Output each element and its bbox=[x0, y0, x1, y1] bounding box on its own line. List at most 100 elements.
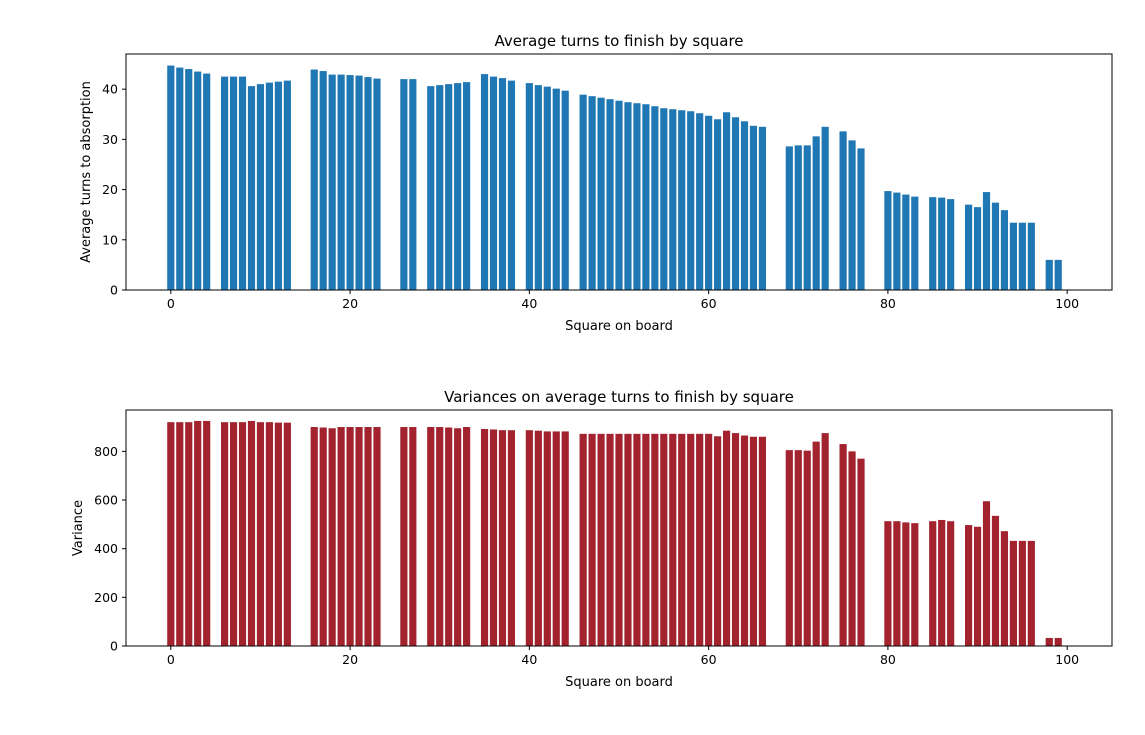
bar-square-93 bbox=[1000, 210, 1009, 290]
bar-square-83 bbox=[911, 523, 919, 646]
bar-square-31 bbox=[445, 84, 453, 290]
bar-square-52 bbox=[633, 103, 641, 291]
bar-square-94 bbox=[1009, 540, 1017, 646]
x-tick-label: 0 bbox=[167, 652, 175, 667]
bar-square-63 bbox=[731, 433, 740, 646]
bar-square-82 bbox=[902, 522, 910, 646]
bar-square-75 bbox=[839, 444, 847, 646]
bar-square-0 bbox=[167, 65, 175, 290]
bar-square-3 bbox=[194, 420, 202, 646]
bar-square-31 bbox=[445, 427, 453, 646]
y-tick-label: 600 bbox=[94, 493, 118, 508]
bar-square-11 bbox=[265, 422, 273, 646]
bar-square-40 bbox=[525, 430, 533, 646]
x-axis-label: Square on board bbox=[565, 319, 673, 334]
bar-square-58 bbox=[687, 433, 695, 646]
chart-title: Average turns to finish by square bbox=[494, 32, 743, 50]
bar-square-41 bbox=[534, 430, 542, 646]
bar-square-12 bbox=[274, 81, 282, 291]
bar-square-23 bbox=[373, 78, 381, 290]
y-tick-label: 30 bbox=[102, 132, 118, 147]
bar-square-6 bbox=[221, 422, 229, 646]
bar-square-52 bbox=[633, 433, 641, 646]
bar-square-91 bbox=[982, 501, 991, 646]
bar-square-44 bbox=[561, 90, 569, 290]
bar-square-43 bbox=[552, 88, 560, 291]
bar-square-82 bbox=[902, 194, 910, 290]
bar-square-96 bbox=[1027, 540, 1035, 646]
bars bbox=[167, 420, 1062, 646]
bar-square-19 bbox=[337, 74, 345, 290]
bar-square-64 bbox=[740, 435, 749, 646]
bar-square-83 bbox=[911, 196, 919, 290]
bar-square-70 bbox=[794, 145, 802, 290]
y-tick-label: 40 bbox=[102, 82, 118, 97]
bar-square-85 bbox=[929, 521, 937, 646]
bar-square-59 bbox=[696, 433, 704, 646]
bar-square-72 bbox=[812, 441, 820, 646]
x-tick-label: 0 bbox=[167, 296, 175, 311]
bar-square-51 bbox=[624, 433, 632, 646]
bar-square-49 bbox=[606, 433, 614, 646]
bar-square-50 bbox=[615, 100, 623, 290]
bar-square-55 bbox=[660, 433, 668, 646]
bar-square-32 bbox=[454, 83, 462, 291]
y-tick-label: 0 bbox=[110, 283, 118, 298]
y-tick-label: 20 bbox=[102, 182, 118, 197]
bar-square-1 bbox=[176, 67, 184, 290]
bar-square-63 bbox=[731, 117, 740, 291]
bar-square-85 bbox=[929, 197, 937, 290]
bar-square-7 bbox=[229, 422, 238, 646]
bar-square-69 bbox=[785, 146, 793, 290]
bar-square-49 bbox=[606, 99, 614, 290]
bar-square-9 bbox=[247, 86, 256, 290]
bar-square-55 bbox=[660, 108, 668, 290]
bar-square-76 bbox=[848, 451, 856, 646]
bar-square-23 bbox=[373, 427, 381, 646]
bar-square-26 bbox=[400, 79, 408, 290]
bar-square-64 bbox=[740, 121, 749, 290]
bar-square-76 bbox=[848, 140, 856, 290]
bar-square-92 bbox=[991, 202, 1000, 290]
bar-square-71 bbox=[803, 145, 811, 290]
bar-square-16 bbox=[310, 427, 318, 646]
bar-square-4 bbox=[203, 420, 211, 646]
bar-square-71 bbox=[803, 450, 811, 646]
bar-square-18 bbox=[328, 74, 336, 290]
bar-square-38 bbox=[507, 430, 516, 646]
bar-square-36 bbox=[489, 76, 498, 290]
bar-square-12 bbox=[274, 422, 282, 646]
bar-square-53 bbox=[642, 433, 650, 646]
bar-square-87 bbox=[947, 199, 955, 290]
bar-square-46 bbox=[579, 94, 587, 290]
bar-square-86 bbox=[938, 197, 946, 290]
bar-square-73 bbox=[821, 126, 829, 290]
bar-square-16 bbox=[310, 69, 318, 290]
y-tick-label: 800 bbox=[94, 444, 118, 459]
bar-square-13 bbox=[283, 80, 291, 290]
bar-square-22 bbox=[364, 427, 372, 646]
bar-square-42 bbox=[543, 86, 551, 290]
bar-square-32 bbox=[454, 428, 462, 646]
bar-square-98 bbox=[1045, 259, 1053, 290]
bar-square-48 bbox=[597, 433, 605, 646]
bar-square-91 bbox=[982, 192, 991, 290]
bar-square-37 bbox=[498, 78, 507, 290]
bar-square-77 bbox=[857, 458, 865, 646]
bar-square-33 bbox=[463, 82, 471, 291]
bar-square-50 bbox=[615, 433, 623, 646]
bar-square-66 bbox=[758, 126, 766, 290]
bar-square-44 bbox=[561, 431, 569, 646]
bar-square-8 bbox=[238, 422, 247, 646]
bar-square-20 bbox=[346, 427, 354, 646]
bar-square-6 bbox=[221, 76, 229, 290]
x-axis-label: Square on board bbox=[565, 675, 673, 690]
bar-square-27 bbox=[409, 427, 417, 646]
bar-square-87 bbox=[947, 521, 955, 646]
bar-square-70 bbox=[794, 450, 802, 646]
bar-square-21 bbox=[355, 75, 363, 290]
bar-square-7 bbox=[229, 76, 238, 290]
bar-square-10 bbox=[256, 84, 265, 290]
bar-square-1 bbox=[176, 422, 184, 646]
bar-square-99 bbox=[1054, 259, 1062, 290]
